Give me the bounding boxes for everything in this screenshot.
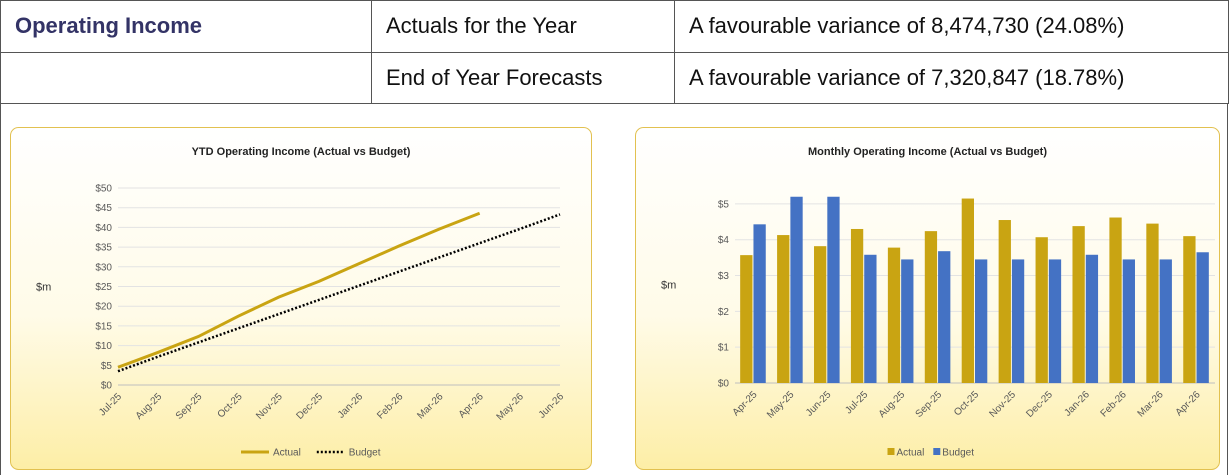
y-tick-label: $0 — [101, 381, 113, 392]
y-tick-label: $50 — [95, 184, 112, 195]
bar — [1011, 259, 1025, 383]
line-series — [117, 211, 481, 369]
y-axis-label: $m — [36, 282, 51, 294]
summary-table: Operating Income Actuals for the Year A … — [0, 0, 1229, 104]
chart: Monthly Operating Income (Actual vs Budg… — [635, 127, 1220, 470]
bar — [1109, 217, 1122, 383]
y-tick-label: $15 — [95, 321, 112, 332]
y-tick-label: $25 — [95, 282, 112, 293]
bar — [1048, 259, 1062, 383]
y-tick-label: $20 — [95, 302, 112, 313]
bar — [864, 254, 877, 383]
bar — [1085, 254, 1099, 383]
chart-title: Monthly Operating Income (Actual vs Budg… — [808, 146, 1047, 158]
bar — [1146, 223, 1159, 383]
bar — [790, 196, 803, 383]
bar — [901, 259, 914, 383]
bar — [740, 255, 753, 383]
y-tick-label: $45 — [95, 203, 112, 214]
y-tick-label: $40 — [95, 223, 112, 234]
chart: YTD Operating Income (Actual vs Budget) $… — [10, 127, 592, 470]
y-tick-label: $35 — [95, 243, 112, 254]
table-cell: End of Year Forecasts — [371, 51, 675, 104]
y-tick-label: $30 — [95, 262, 112, 273]
chart-title: YTD Operating Income (Actual vs Budget) — [192, 146, 411, 158]
y-tick-label: $3 — [718, 271, 730, 282]
legend-label: Actual — [273, 448, 301, 459]
y-tick-label: $5 — [718, 199, 730, 210]
bar — [1159, 259, 1172, 383]
y-tick-label: $4 — [718, 235, 730, 246]
table-cell: A favourable variance of 7,320,847 (18.7… — [674, 51, 1229, 104]
bar — [1183, 236, 1196, 383]
table-row: End of Year Forecasts A favourable varia… — [0, 51, 1229, 104]
bar — [998, 220, 1011, 383]
bar — [975, 259, 988, 383]
bar — [961, 198, 974, 383]
bar — [777, 235, 790, 383]
y-tick-label: $10 — [95, 341, 112, 352]
chart-frame — [0, 104, 1228, 475]
y-tick-label: $0 — [718, 379, 730, 390]
table-cell — [0, 51, 372, 104]
bar — [814, 246, 827, 383]
table-cell: A favourable variance of 8,474,730 (24.0… — [674, 0, 1229, 53]
table-cell: Operating Income — [0, 0, 372, 53]
bar — [850, 228, 864, 383]
bar — [887, 247, 901, 383]
legend-label: Actual — [897, 448, 925, 459]
table-cell: Actuals for the Year — [371, 0, 675, 53]
bar — [753, 224, 766, 383]
y-tick-label: $5 — [101, 361, 113, 372]
bar — [1196, 252, 1209, 383]
legend-swatch — [887, 448, 895, 455]
legend-label: Budget — [349, 448, 381, 459]
table-row: Operating Income Actuals for the Year A … — [0, 0, 1229, 53]
bar — [827, 196, 840, 383]
chart-background — [10, 127, 592, 470]
bar — [924, 231, 938, 383]
bar — [1072, 226, 1085, 383]
bar — [1122, 259, 1135, 383]
y-axis-label: $m — [661, 280, 676, 292]
legend-label: Budget — [942, 448, 974, 459]
y-tick-label: $2 — [718, 307, 730, 318]
y-tick-label: $1 — [718, 343, 730, 354]
bar — [938, 251, 951, 383]
legend-swatch — [933, 448, 941, 455]
bar — [1035, 237, 1048, 383]
